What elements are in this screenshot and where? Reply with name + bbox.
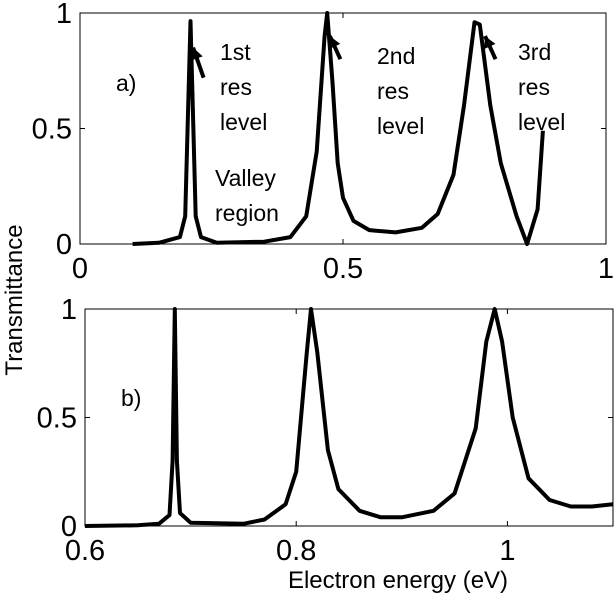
x-tick-label: 0.6 [65, 535, 105, 567]
arrow-head [328, 36, 341, 50]
y-tick-label: 0.5 [37, 403, 77, 435]
y-tick-label: 1 [61, 294, 77, 326]
y-tick-label: 0 [61, 511, 77, 543]
transmittance-line [132, 11, 545, 246]
x-tick-label: 1 [499, 535, 515, 567]
y-tick-label: 0 [56, 229, 72, 261]
panel-label: a) [116, 70, 136, 96]
annotation-text: res [518, 74, 550, 100]
annotation-text: 1st [220, 39, 251, 65]
arrow-head [484, 36, 496, 50]
panel-a: 0 0.5 1 0 0.5 1 a) 1st res level 2nd res level 3rd res… [32, 0, 614, 285]
y-tick-label: 0.5 [32, 114, 72, 146]
annotation-text: res [220, 74, 252, 100]
x-tick-label: 0 [72, 253, 88, 285]
panel-label: b) [121, 385, 141, 411]
transmittance-line [84, 307, 614, 528]
annotation-text: Valley [215, 165, 276, 191]
panel-b: 0.6 0.8 1 0 0.5 1 b) [37, 294, 614, 567]
annotation-text: level [220, 109, 267, 135]
arrow-head [190, 47, 203, 61]
x-tick-label: 1 [598, 253, 614, 285]
x-tick-label: 0.5 [323, 253, 363, 285]
y-axis-label: Transmittance [1, 224, 28, 375]
annotation-text: level [518, 109, 565, 135]
axes-box [84, 308, 614, 527]
x-axis-label: Electron energy (eV) [288, 567, 508, 594]
annotation-text: level [377, 113, 424, 139]
annotation-text: res [377, 78, 409, 104]
annotation-text: 2nd [377, 43, 415, 69]
y-tick-label: 1 [56, 0, 72, 30]
x-tick-label: 0.8 [276, 535, 316, 567]
annotation-text: region [215, 200, 279, 226]
annotation-text: 3rd [518, 39, 551, 65]
